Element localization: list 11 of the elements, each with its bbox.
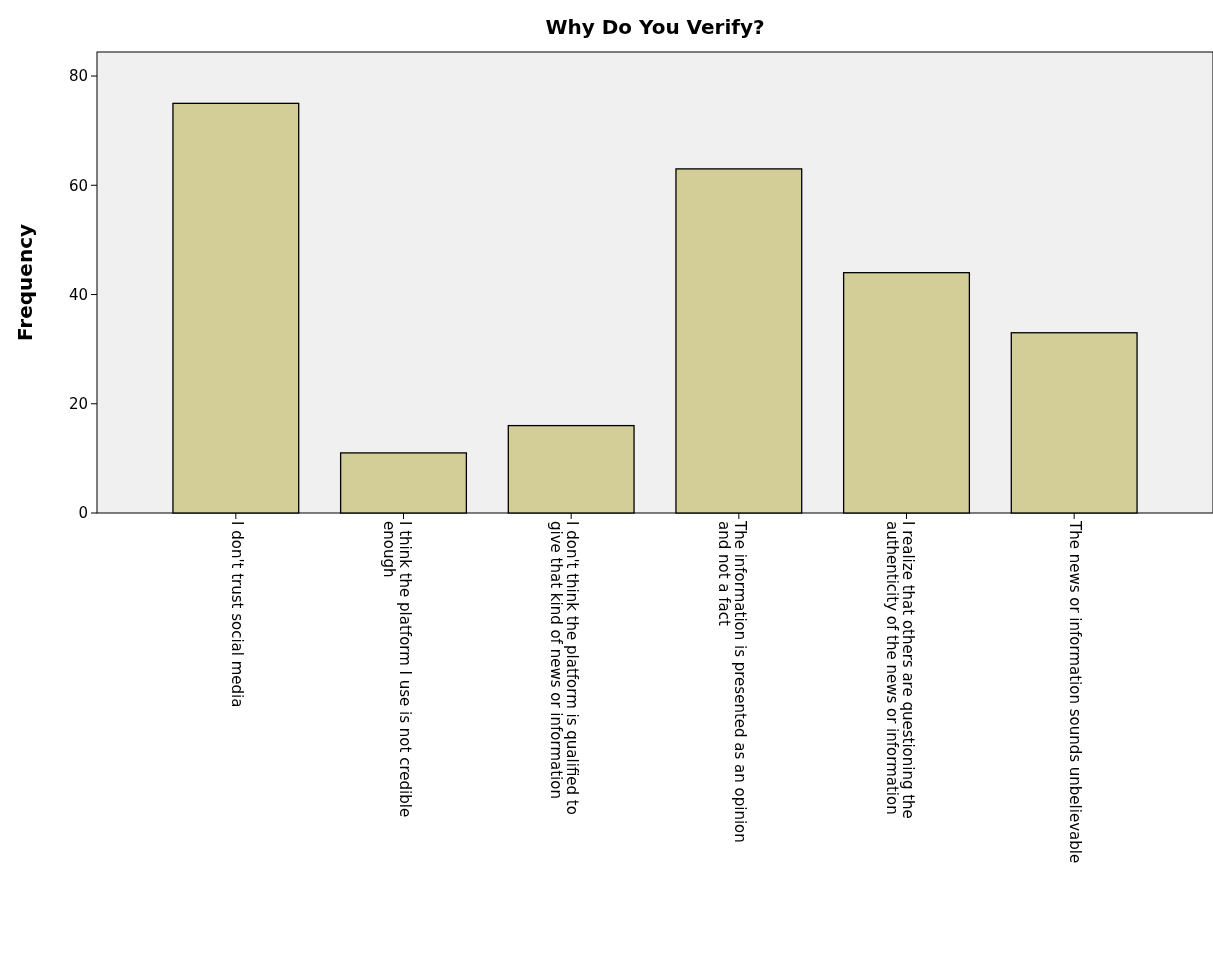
- y-tick-label: 0: [78, 504, 88, 523]
- chart-title: Why Do You Verify?: [545, 15, 765, 39]
- x-tick-label: I don't trust social media: [227, 521, 246, 708]
- y-tick-label: 20: [68, 395, 88, 414]
- y-tick-label: 60: [68, 176, 88, 195]
- y-tick-label: 40: [68, 285, 88, 304]
- x-tick-label: The information is presented as an opinion and not a fact: [714, 520, 749, 843]
- y-axis-title: Frequency: [13, 223, 37, 342]
- y-tick-label: 80: [68, 67, 88, 86]
- x-tick-label: The news or information sounds unbelievable: [1066, 520, 1085, 864]
- x-tick-label: I think the platform I use is not credible enough: [379, 521, 414, 818]
